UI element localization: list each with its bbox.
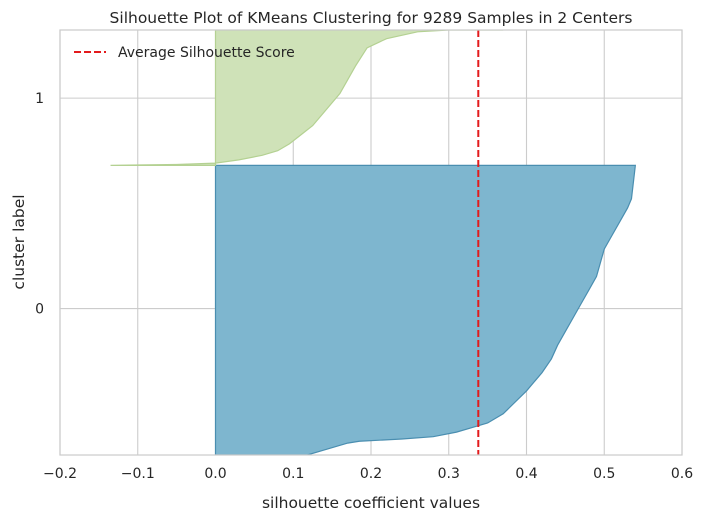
chart-title: Silhouette Plot of KMeans Clustering for…	[110, 9, 633, 27]
x-tick-label: 0.6	[671, 466, 693, 482]
x-tick-label: 0.5	[593, 466, 615, 482]
series-layer	[110, 30, 637, 455]
x-tick-label: −0.1	[121, 466, 155, 482]
y-axis-label: cluster label	[10, 194, 28, 289]
x-axis-label: silhouette coefficient values	[262, 494, 480, 512]
plot-frame	[59, 29, 683, 456]
x-tick-label: 0.0	[204, 466, 226, 482]
x-ticks: −0.2 −0.1 0.0 0.1 0.2 0.3 0.4 0.5 0.6	[43, 466, 693, 482]
y-tick-label: 1	[35, 91, 44, 107]
x-tick-label: 0.4	[515, 466, 537, 482]
silhouette-cluster-0	[214, 164, 637, 455]
x-tick-label: 0.3	[438, 466, 460, 482]
legend-label-average: Average Silhouette Score	[118, 45, 295, 61]
x-tick-label: −0.2	[43, 466, 77, 482]
y-ticks: 01	[35, 91, 44, 317]
x-tick-label: 0.2	[360, 466, 382, 482]
x-tick-label: 0.1	[282, 466, 304, 482]
y-tick-label: 0	[35, 302, 44, 318]
legend: Average Silhouette Score	[74, 45, 295, 61]
